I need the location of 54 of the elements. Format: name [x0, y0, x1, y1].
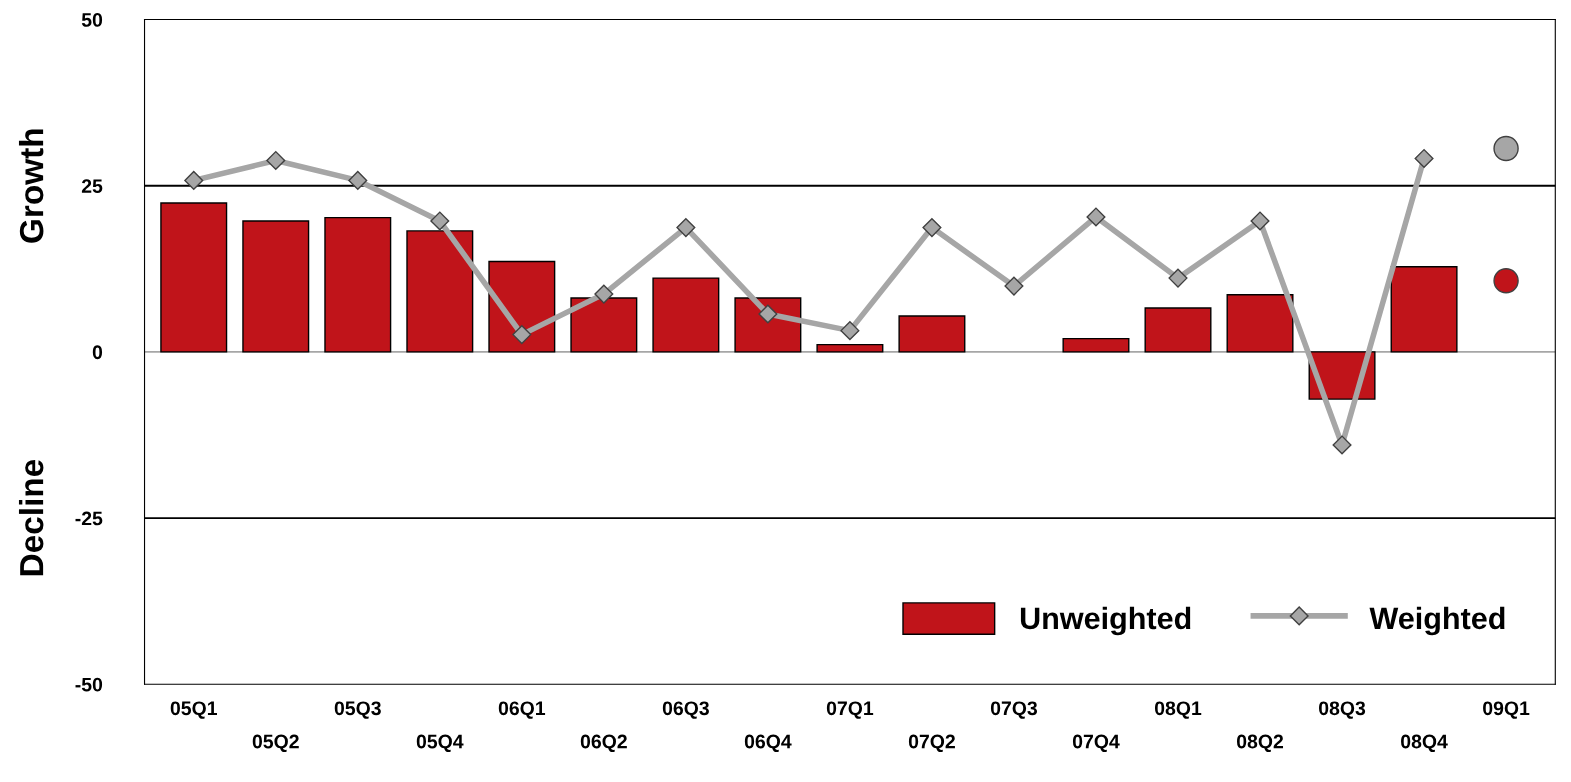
point: [430, 211, 450, 231]
bar: [406, 230, 474, 353]
bar: [1062, 337, 1130, 353]
bar: [324, 216, 392, 353]
legend-label: Weighted: [1369, 606, 1505, 636]
point: [1332, 435, 1352, 455]
x-tick-label: 05Q2: [252, 734, 299, 753]
bar: [898, 315, 966, 353]
point: [922, 218, 942, 238]
point: [758, 304, 778, 324]
x-tick-label: 06Q3: [662, 701, 709, 719]
bar: [816, 343, 884, 353]
x-tick-label: 09Q1: [1483, 701, 1530, 719]
bar: [1144, 307, 1212, 353]
x-tick-label: 07Q3: [990, 701, 1038, 719]
legend-label: Unweighted: [1020, 606, 1191, 636]
y-tick-label: 50: [81, 13, 103, 27]
x-tick-label: 07Q4: [1072, 734, 1120, 753]
x-tick-label: 08Q1: [1154, 701, 1202, 719]
point: [676, 218, 696, 238]
point: [1004, 276, 1024, 296]
point: [1086, 207, 1106, 227]
text: Decline: [18, 459, 44, 576]
x-tick-label: 06Q1: [498, 701, 546, 719]
x-tick-label: 05Q3: [334, 701, 381, 719]
point: [266, 150, 286, 171]
point: [512, 325, 532, 345]
bar: [570, 297, 638, 353]
text: Growth: [18, 129, 44, 243]
bar: [1390, 266, 1458, 353]
x-tick-label: 06Q2: [580, 734, 627, 753]
x-tick-label: 05Q4: [416, 734, 464, 753]
point: [1168, 268, 1188, 288]
bar: [1226, 294, 1294, 353]
point: [1250, 211, 1270, 231]
x-tick-label: 07Q2: [908, 734, 955, 753]
point: [594, 284, 614, 304]
bar: [652, 277, 720, 353]
x-tick-label: 08Q4: [1401, 734, 1448, 753]
y-tick-label: -50: [75, 677, 103, 692]
y-tick-label: 0: [92, 345, 103, 360]
x-tick-label: 06Q4: [744, 734, 792, 753]
point: [348, 170, 368, 190]
point: [840, 321, 860, 341]
bar: [242, 220, 310, 353]
y-tick-label: 25: [81, 179, 103, 193]
x-tick-label: 07Q1: [826, 701, 874, 719]
bar: [160, 202, 228, 353]
point: [184, 170, 204, 190]
point: [1414, 148, 1434, 169]
x-tick-label: 05Q1: [170, 701, 217, 719]
x-tick-label: 08Q3: [1319, 701, 1366, 719]
x-tick-label: 08Q2: [1237, 734, 1284, 753]
y-tick-label: -25: [75, 511, 103, 526]
